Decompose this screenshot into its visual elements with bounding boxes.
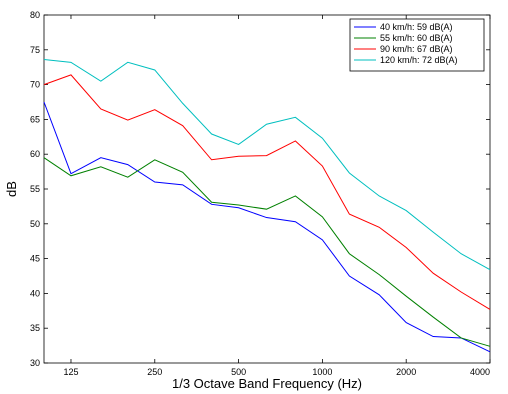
series-line-2 — [43, 157, 491, 347]
y-tick-label: 65 — [30, 114, 40, 124]
y-tick-label: 45 — [30, 254, 40, 264]
x-tick-label: 1000 — [312, 367, 332, 377]
series-line-3 — [43, 74, 491, 310]
series-lines — [43, 59, 491, 353]
y-tick-label: 30 — [30, 358, 40, 368]
legend-label: 120 km/h: 72 dB(A) — [380, 55, 458, 65]
legend-box — [349, 18, 485, 72]
x-tick-label: 500 — [231, 367, 246, 377]
y-tick-label: 40 — [30, 288, 40, 298]
series-line-4 — [43, 59, 491, 271]
legend-label: 55 km/h: 60 dB(A) — [380, 33, 453, 43]
x-tick-label: 4000 — [470, 367, 490, 377]
y-tick-label: 80 — [30, 10, 40, 20]
y-tick-label: 60 — [30, 149, 40, 159]
y-tick-label: 35 — [30, 323, 40, 333]
x-tick-label: 2000 — [396, 367, 416, 377]
y-axis-title: dB — [4, 181, 19, 197]
x-tick-label: 250 — [147, 367, 162, 377]
y-tick-label: 55 — [30, 184, 40, 194]
legend-label: 40 km/h: 59 dB(A) — [380, 22, 453, 32]
x-axis-title: 1/3 Octave Band Frequency (Hz) — [172, 376, 362, 391]
y-axis-ticks: 30 35 40 45 50 55 60 65 70 75 80 — [30, 10, 490, 368]
y-tick-label: 70 — [30, 80, 40, 90]
y-tick-label: 75 — [30, 45, 40, 55]
legend-label: 90 km/h: 67 dB(A) — [380, 44, 453, 54]
series-line-1 — [43, 101, 491, 353]
legend: 40 km/h: 59 dB(A)55 km/h: 60 dB(A)90 km/… — [349, 18, 485, 72]
plot-area — [43, 14, 491, 364]
x-axis-ticks: 125 250 500 1000 2000 4000 — [63, 15, 491, 377]
y-tick-label: 50 — [30, 219, 40, 229]
x-tick-label: 125 — [63, 367, 78, 377]
